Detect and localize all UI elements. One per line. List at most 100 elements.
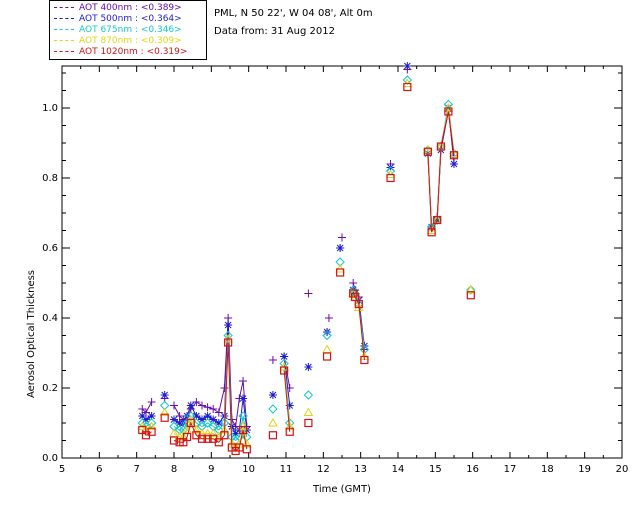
data-point (449, 148, 459, 157)
data-point (186, 418, 195, 428)
data-point (169, 436, 179, 445)
data-point (231, 429, 240, 438)
data-point (285, 384, 294, 392)
chart-subtitle: Data from: 31 Aug 2012 (214, 26, 335, 37)
legend: AOT 400nm : <0.389> AOT 500nm : <0.364> … (49, 0, 207, 60)
legend-item-500nm: AOT 500nm : <0.364> (54, 14, 182, 25)
x-tick-label: 18 (541, 464, 554, 475)
data-point (466, 285, 476, 295)
data-point (214, 438, 223, 447)
data-point (138, 412, 147, 420)
x-axis-label: Time (GMT) (312, 484, 371, 495)
data-point (268, 417, 278, 427)
data-point (268, 431, 278, 440)
data-point (203, 403, 212, 412)
data-point (449, 151, 459, 160)
data-point (238, 425, 248, 435)
data-point (444, 107, 453, 116)
data-point (214, 408, 223, 417)
x-tick-label: 14 (392, 464, 405, 475)
y-axis-label: Aerosol Optical Thickness (26, 270, 37, 398)
y-tick-label: 0.4 (42, 313, 58, 324)
data-point (239, 394, 248, 403)
data-point (147, 398, 156, 406)
legend-label-400nm: AOT 400nm : <0.389> (79, 3, 182, 13)
data-point (142, 415, 150, 424)
y-tick-label: 1.0 (42, 103, 58, 114)
data-point (146, 421, 157, 430)
x-tick-label: 9 (208, 464, 214, 475)
data-point (170, 401, 178, 410)
data-point (192, 398, 201, 406)
series-line (427, 111, 455, 233)
data-point (427, 228, 436, 237)
data-point (280, 366, 289, 375)
data-point (322, 352, 332, 361)
x-tick-label: 7 (133, 464, 139, 475)
data-point (209, 405, 218, 413)
data-point (304, 363, 313, 371)
legend-label-675nm: AOT 675nm : <0.346> (79, 25, 182, 35)
data-point (268, 356, 277, 364)
data-point (186, 401, 195, 410)
data-point (182, 432, 192, 442)
legend-line-675nm (54, 29, 74, 30)
data-point (354, 299, 363, 309)
data-point (322, 344, 332, 353)
data-point (160, 413, 169, 422)
x-tick-label: 12 (317, 464, 330, 475)
y-tick-label: 0.2 (42, 383, 58, 394)
data-point (198, 415, 206, 424)
x-tick-label: 16 (466, 464, 479, 475)
data-point (147, 412, 156, 420)
data-point (239, 377, 248, 385)
legend-line-870nm (54, 40, 74, 41)
data-point (322, 330, 332, 341)
legend-label-870nm: AOT 870nm : <0.309> (79, 36, 182, 46)
legend-line-400nm (54, 7, 74, 8)
data-point (202, 428, 213, 437)
legend-line-500nm (54, 18, 74, 19)
data-point (386, 173, 395, 183)
data-point (304, 289, 313, 298)
data-point (214, 419, 223, 427)
data-point (303, 407, 314, 416)
data-point (220, 431, 229, 440)
x-tick-label: 8 (171, 464, 177, 475)
data-point (338, 233, 346, 242)
legend-item-1020nm: AOT 1020nm : <0.319> (54, 47, 187, 58)
series-line (283, 370, 291, 432)
y-tick-label: 0.0 (42, 453, 58, 464)
series-line (141, 401, 153, 414)
data-point (336, 268, 345, 277)
data-point (324, 314, 333, 322)
legend-item-400nm: AOT 400nm : <0.389> (54, 3, 182, 14)
data-point (198, 401, 206, 410)
x-tick-label: 5 (59, 464, 65, 475)
x-tick-label: 6 (96, 464, 102, 475)
data-point (238, 411, 248, 421)
legend-label-500nm: AOT 500nm : <0.364> (79, 14, 182, 24)
data-point (268, 404, 278, 414)
x-tick-label: 10 (242, 464, 255, 475)
data-point (436, 142, 446, 151)
data-point (268, 391, 277, 399)
data-point (224, 338, 233, 347)
data-point (147, 427, 156, 436)
data-point (203, 434, 212, 443)
legend-label-1020nm: AOT 1020nm : <0.319> (79, 47, 188, 57)
data-point (403, 82, 412, 92)
data-point (403, 62, 412, 70)
y-tick-label: 0.8 (42, 173, 58, 184)
series-line (173, 317, 248, 429)
data-point (465, 284, 476, 294)
legend-line-1020nm (54, 51, 74, 52)
data-point (304, 418, 313, 428)
x-tick-label: 19 (578, 464, 591, 475)
data-point (170, 415, 178, 424)
plot-layer: 5 6 7 8 9 10 11 12 13 14 15 16 17 18 19 20 0.0 0.2 0.4 0.6 0… (42, 62, 628, 475)
data-point (450, 160, 458, 168)
data-point (423, 147, 432, 156)
x-tick-label: 20 (616, 464, 629, 475)
